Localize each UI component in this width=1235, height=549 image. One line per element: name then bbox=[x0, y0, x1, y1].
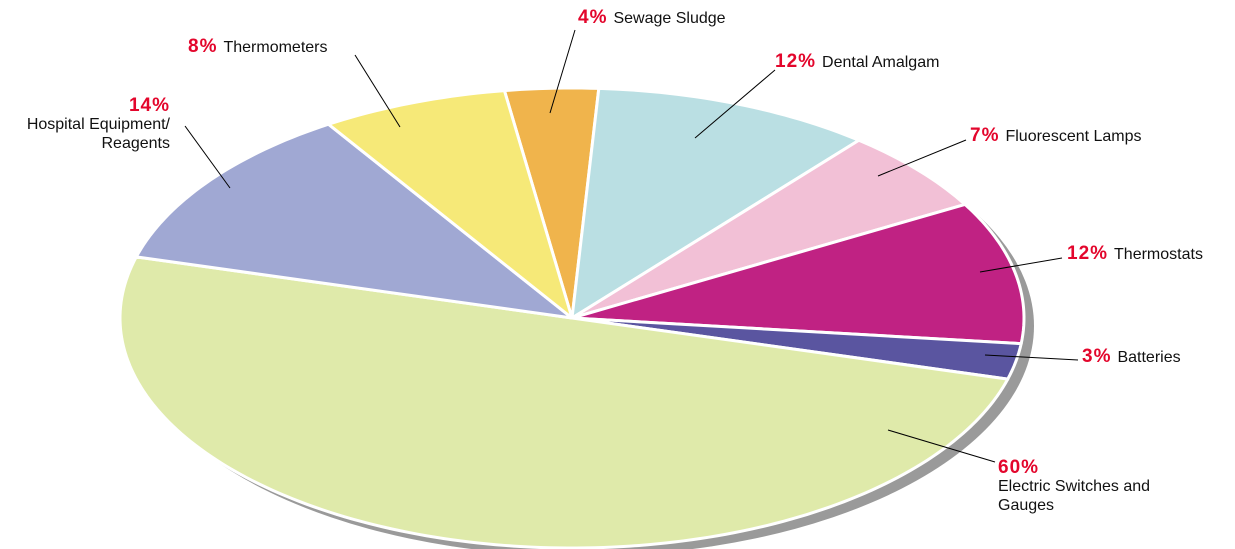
leader-line bbox=[184, 125, 231, 189]
category-label: Hospital Equipment/ Reagents bbox=[26, 116, 170, 152]
pie-slice bbox=[326, 89, 574, 320]
value-label: 3% bbox=[1082, 346, 1112, 367]
value-label: 12% bbox=[1067, 243, 1109, 264]
slice-label: 12% Dental Amalgam bbox=[775, 52, 939, 72]
slice-label: 12% Thermostats bbox=[1067, 244, 1203, 264]
pie-slice bbox=[570, 202, 1026, 346]
category-label: Electric Switches and Gauges bbox=[998, 478, 1151, 514]
pie-slice bbox=[118, 255, 1010, 549]
leader-line bbox=[354, 54, 401, 128]
category-label: Thermostats bbox=[1114, 246, 1203, 263]
value-label: 14% bbox=[128, 95, 170, 116]
category-label: Dental Amalgam bbox=[822, 54, 940, 71]
leader-line bbox=[887, 429, 996, 463]
leader-line bbox=[984, 354, 1079, 361]
category-label: Thermometers bbox=[223, 39, 328, 56]
leader-line bbox=[877, 139, 967, 177]
value-label: 60% bbox=[998, 457, 1040, 478]
slice-label: 8% Thermometers bbox=[188, 37, 328, 57]
value-label: 4% bbox=[578, 7, 608, 28]
slice-label: 14% Hospital Equipment/ Reagents bbox=[0, 96, 170, 153]
slice-label: 7% Fluorescent Lamps bbox=[970, 126, 1142, 146]
leader-line bbox=[694, 69, 776, 139]
slice-label: 60% Electric Switches and Gauges bbox=[998, 458, 1158, 515]
value-label: 7% bbox=[970, 125, 1000, 146]
category-label: Batteries bbox=[1117, 349, 1181, 366]
leader-line bbox=[979, 257, 1063, 273]
pie-slice bbox=[570, 86, 861, 320]
pie-slice bbox=[570, 138, 967, 320]
category-label: Sewage Sludge bbox=[613, 10, 726, 27]
value-label: 12% bbox=[775, 51, 817, 72]
category-label: Fluorescent Lamps bbox=[1005, 128, 1142, 145]
value-label: 8% bbox=[188, 36, 218, 57]
leader-line bbox=[549, 29, 576, 114]
slice-label: 4% Sewage Sludge bbox=[578, 8, 726, 28]
slice-label: 3% Batteries bbox=[1082, 347, 1181, 367]
pie-slice bbox=[502, 86, 601, 320]
pie-slice bbox=[134, 122, 574, 320]
